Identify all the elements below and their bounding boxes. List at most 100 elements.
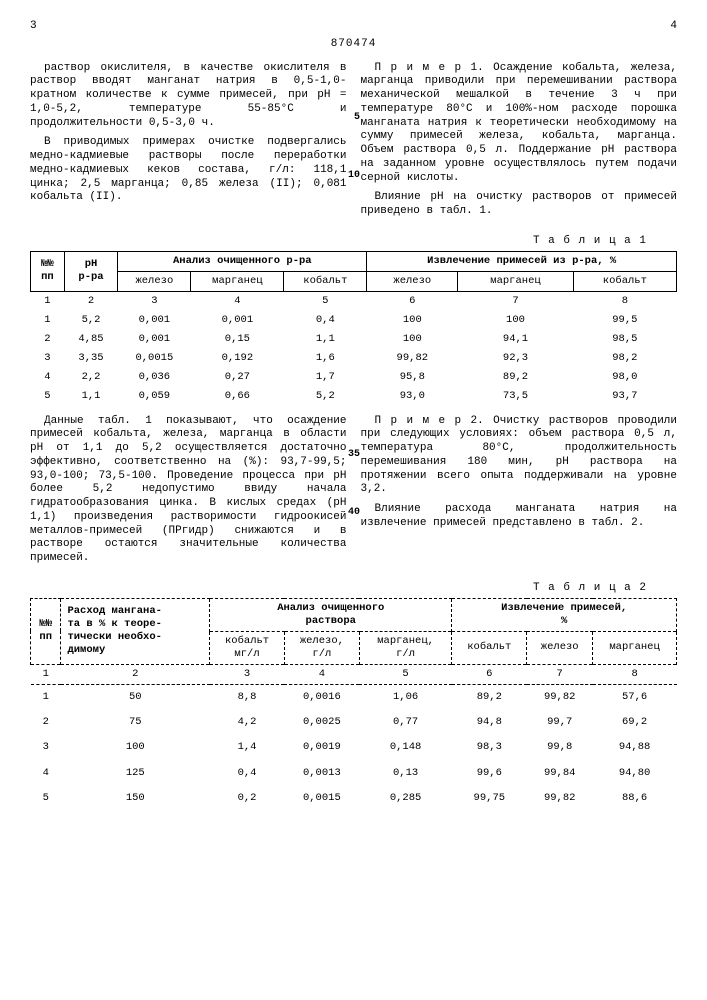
t1-n3: 4 — [191, 291, 284, 311]
table2-body: 1508,80,00161,0689,299,8257,62754,20,002… — [31, 685, 677, 811]
table-cell: 0,0015 — [284, 786, 359, 811]
table-cell: 94,80 — [593, 761, 677, 786]
table-cell: 5,2 — [284, 387, 367, 406]
table-cell: 1,6 — [284, 349, 367, 368]
t2-s5: марганец — [593, 631, 677, 664]
t2-s4: железо — [527, 631, 593, 664]
table-cell: 94,1 — [458, 330, 573, 349]
table-cell: 98,0 — [573, 368, 676, 387]
table-cell: 1,1 — [284, 330, 367, 349]
table1-label: Т а б л и ц а 1 — [30, 235, 647, 249]
left-column: раствор окислителя, в качестве окислител… — [30, 62, 347, 225]
table-cell: 1 — [31, 311, 65, 330]
table-cell: 69,2 — [593, 710, 677, 735]
table-cell: 2,2 — [64, 368, 117, 387]
table-cell: 89,2 — [452, 685, 527, 711]
table-cell: 0,4 — [210, 761, 285, 786]
t1-n2: 3 — [118, 291, 191, 311]
t1-h-ph: pH р-ра — [64, 251, 117, 291]
table-cell: 1,4 — [210, 735, 285, 760]
table-cell: 0,0016 — [284, 685, 359, 711]
table-cell: 5 — [31, 786, 61, 811]
table-cell: 98,2 — [573, 349, 676, 368]
t1-s0: железо — [118, 271, 191, 291]
table-cell: 0,0015 — [118, 349, 191, 368]
table-row: 42,20,0360,271,795,889,298,0 — [31, 368, 677, 387]
table1-head-row2: железо марганец кобальт железо марганец … — [31, 271, 677, 291]
table-cell: 4 — [31, 761, 61, 786]
table-cell: 5,2 — [64, 311, 117, 330]
right-column: П р и м е р 1. Осаждение кобальта, желез… — [361, 62, 678, 225]
table-cell: 75 — [61, 710, 210, 735]
table-cell: 0,4 — [284, 311, 367, 330]
t1-s4: марганец — [458, 271, 573, 291]
table-cell: 0,27 — [191, 368, 284, 387]
table-cell: 73,5 — [458, 387, 573, 406]
right-p2: Влияние pH на очистку растворов от приме… — [361, 191, 678, 219]
table-cell: 4,2 — [210, 710, 285, 735]
table-cell: 0,001 — [118, 330, 191, 349]
table-cell: 0,13 — [359, 761, 452, 786]
t2-n0: 1 — [31, 665, 61, 685]
t1-s2: кобальт — [284, 271, 367, 291]
table-cell: 100 — [367, 330, 458, 349]
table-1: №№ пп pH р-ра Анализ очищенного р-ра Изв… — [30, 251, 677, 407]
table-cell: 4,85 — [64, 330, 117, 349]
table-row: 31001,40,00190,14898,399,894,88 — [31, 735, 677, 760]
table2-label: Т а б л и ц а 2 — [30, 582, 647, 596]
table-cell: 94,8 — [452, 710, 527, 735]
mid-right-p1: П р и м е р 2. Очистку растворов проводи… — [361, 415, 678, 498]
table-cell: 150 — [61, 786, 210, 811]
table-cell: 0,001 — [191, 311, 284, 330]
table-cell: 94,88 — [593, 735, 677, 760]
table-cell: 0,148 — [359, 735, 452, 760]
table-cell: 0,036 — [118, 368, 191, 387]
table-cell: 125 — [61, 761, 210, 786]
t1-n7: 8 — [573, 291, 676, 311]
t2-s3: кобальт — [452, 631, 527, 664]
t2-n1: 2 — [61, 665, 210, 685]
t2-n3: 4 — [284, 665, 359, 685]
table-cell: 3 — [31, 735, 61, 760]
table-row: 51,10,0590,665,293,073,593,7 — [31, 387, 677, 406]
t1-n1: 2 — [64, 291, 117, 311]
table-row: 2754,20,00250,7794,899,769,2 — [31, 710, 677, 735]
t2-n5: 6 — [452, 665, 527, 685]
table2-num-row: 1 2 3 4 5 6 7 8 — [31, 665, 677, 685]
table-2: №№ пп Расход мангана- та в % к теоре- ти… — [30, 598, 677, 811]
t2-h-nn: №№ пп — [31, 598, 61, 665]
table-cell: 57,6 — [593, 685, 677, 711]
top-text-columns: 5 10 раствор окислителя, в качестве окис… — [30, 62, 677, 225]
table-cell: 89,2 — [458, 368, 573, 387]
table-row: 41250,40,00130,1399,699,8494,80 — [31, 761, 677, 786]
page-num-right: 4 — [670, 20, 677, 34]
t1-h-g1: Анализ очищенного р-ра — [118, 251, 367, 271]
table-cell: 0,77 — [359, 710, 452, 735]
t1-n6: 7 — [458, 291, 573, 311]
table-cell: 50 — [61, 685, 210, 711]
table-cell: 2 — [31, 710, 61, 735]
table-cell: 8,8 — [210, 685, 285, 711]
t2-n4: 5 — [359, 665, 452, 685]
table-cell: 0,001 — [118, 311, 191, 330]
table1-body: 15,20,0010,0010,410010099,524,850,0010,1… — [31, 311, 677, 407]
table-cell: 0,0025 — [284, 710, 359, 735]
table-cell: 1,7 — [284, 368, 367, 387]
table-cell: 1,1 — [64, 387, 117, 406]
page-header: 3 4 — [30, 20, 677, 34]
table-cell: 99,7 — [527, 710, 593, 735]
t1-h-g2: Извлечение примесей из р-ра, % — [367, 251, 677, 271]
table-cell: 0,0019 — [284, 735, 359, 760]
t1-n5: 6 — [367, 291, 458, 311]
page-num-left: 3 — [30, 20, 37, 34]
table-cell: 92,3 — [458, 349, 573, 368]
table-cell: 0,2 — [210, 786, 285, 811]
table-cell: 0,285 — [359, 786, 452, 811]
table-cell: 100 — [458, 311, 573, 330]
mid-right-p2: Влияние расхода манганата натрия на извл… — [361, 503, 678, 531]
table1-head-row1: №№ пп pH р-ра Анализ очищенного р-ра Изв… — [31, 251, 677, 271]
right-p1: П р и м е р 1. Осаждение кобальта, желез… — [361, 62, 678, 186]
table-cell: 3 — [31, 349, 65, 368]
table-cell: 99,82 — [527, 685, 593, 711]
table-cell: 93,0 — [367, 387, 458, 406]
